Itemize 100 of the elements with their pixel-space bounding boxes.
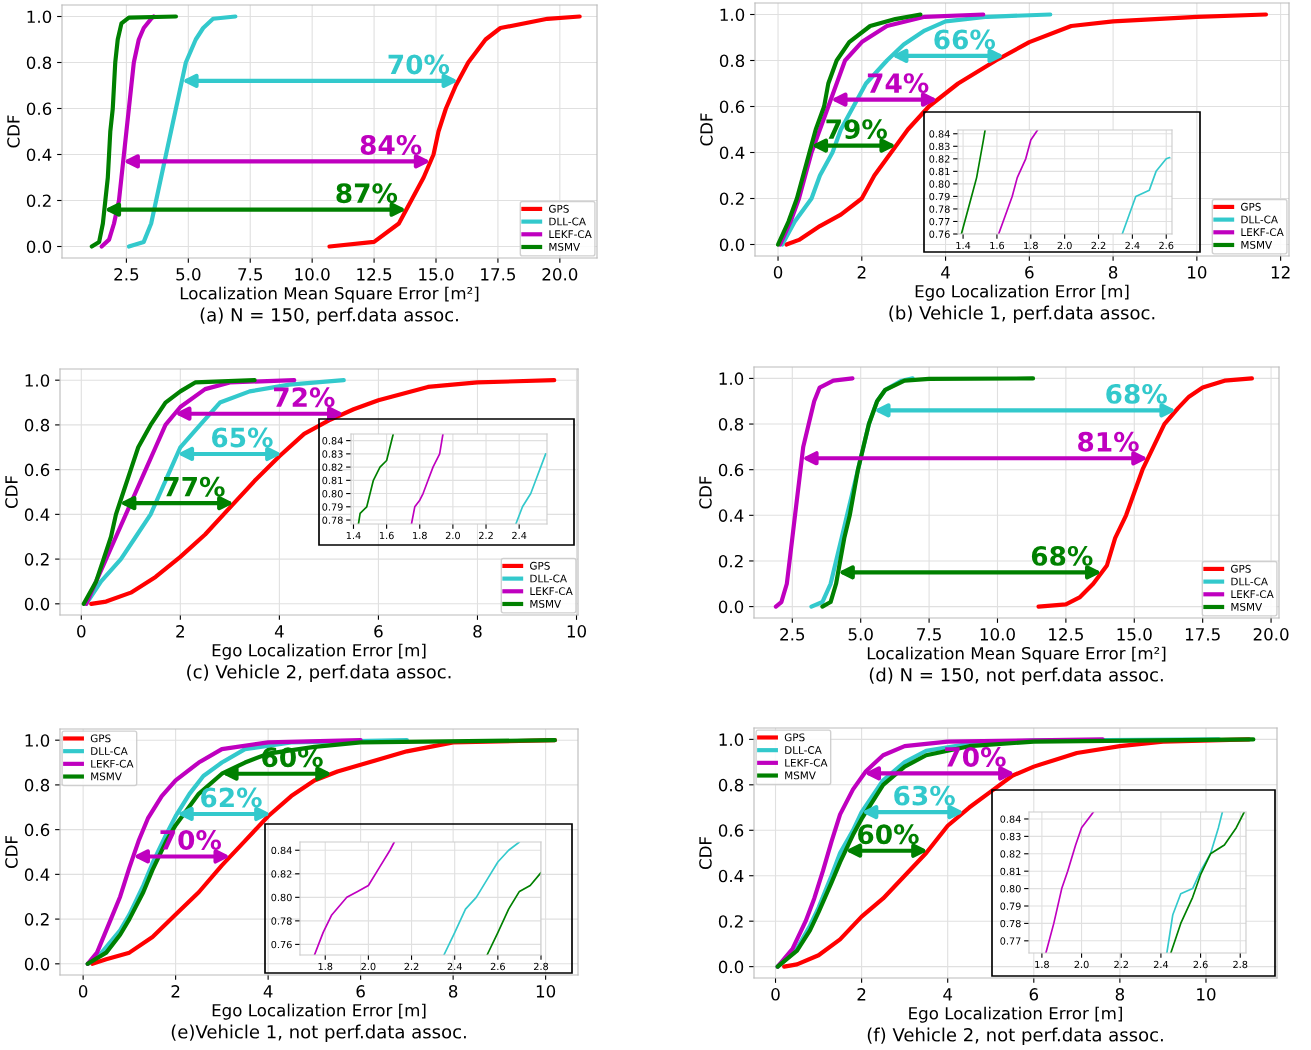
x-tick-label: 2.0 [1074, 960, 1089, 969]
y-tick-label: 0.83 [1000, 832, 1021, 841]
x-tick-label: 0 [77, 625, 86, 638]
line-series [997, 130, 1039, 234]
text: (e)Vehicle 1, not perf.data assoc. [171, 1024, 466, 1043]
x-axis-title: Ego Localization Error [m] [212, 1003, 426, 1020]
x-tick-label: 20.0 [1253, 628, 1289, 641]
y-axis-title: CDF [5, 835, 18, 869]
y-tick-label: 0.8 [24, 778, 50, 792]
y-tick-label: 0.4 [718, 869, 744, 883]
x-tick-label: 2.4 [512, 531, 527, 540]
y-tick-label: 0.6 [718, 463, 744, 477]
x-tick-label: 2.8 [1233, 960, 1248, 969]
x-tick-label: 0 [78, 985, 88, 998]
x-tick-label: 0 [773, 266, 783, 279]
x-tick-label: 1.4 [346, 531, 361, 540]
x-tick-label: 1.6 [990, 241, 1005, 250]
legend-label: GPS [530, 561, 550, 570]
x-tick-label: 2.2 [1114, 960, 1128, 969]
x-tick-label: 2.0 [1057, 241, 1072, 250]
y-tick-label: 0.80 [1000, 885, 1021, 893]
x-tick-label: 2.0 [445, 531, 460, 540]
y-tick-label: 0.4 [24, 868, 50, 881]
legend-label: DLL-CA [91, 747, 128, 755]
y-tick-label: 0.6 [24, 463, 50, 477]
x-tick-label: 0 [771, 988, 780, 1001]
y-tick-label: 1.0 [25, 374, 50, 387]
x-tick-label: 2.2 [1091, 241, 1106, 250]
legend-label: LEKF-CA [549, 230, 592, 239]
x-tick-label: 2.2 [479, 531, 493, 540]
y-tick-label: 0.8 [719, 54, 745, 68]
x-tick-label: 5.0 [848, 628, 873, 641]
x-tick-label: 6 [1025, 266, 1034, 279]
legend-label: GPS [1241, 202, 1261, 211]
y-axis-title: CDF [699, 836, 712, 870]
x-axis-title: Localization Mean Square Error [m²] [867, 646, 1166, 663]
x-tick-label: 2.6 [1193, 960, 1208, 969]
text: (b) Vehicle 1, perf.data assoc. [889, 305, 1155, 324]
y-tick-label: 0.2 [24, 913, 49, 926]
text: (d) N = 150, not perf.data assoc. [869, 667, 1163, 686]
legend-label: LEKF-CA [1231, 590, 1274, 599]
y-tick-label: 0.82 [322, 463, 343, 471]
x-tick-label: 17.5 [1185, 628, 1220, 641]
y-tick-label: 0.78 [929, 205, 950, 213]
y-tick-label: 1.0 [27, 10, 52, 24]
y-tick-label: 0.84 [929, 130, 950, 138]
text: (c) Vehicle 2, perf.data assoc. [187, 664, 451, 683]
annotation: 63% [894, 785, 955, 806]
text: (a) N = 150, perf.data assoc. [200, 307, 458, 326]
x-tick-label: 20.0 [542, 268, 578, 281]
legend-label: DLL-CA [549, 217, 586, 226]
y-tick-label: 0.2 [26, 194, 51, 208]
x-tick-label: 6 [356, 985, 365, 998]
y-tick-label: 0.8 [26, 56, 52, 70]
x-tick-label: 1.8 [1035, 960, 1049, 969]
x-tick-label: 2 [857, 988, 866, 1001]
y-tick-label: 0.2 [719, 192, 744, 206]
x-tick-label: 12.5 [1049, 628, 1083, 641]
legend-label: LEKF-CA [91, 759, 134, 768]
y-tick-label: 0.0 [24, 597, 50, 611]
x-tick-label: 10 [567, 625, 587, 638]
x-tick-label: 15.0 [419, 268, 454, 281]
y-tick-label: 0.0 [718, 960, 744, 974]
legend-label: LEKF-CA [530, 587, 573, 596]
x-tick-label: 4 [274, 625, 284, 638]
x-tick-label: 2.6 [490, 962, 505, 971]
line-series [89, 14, 179, 249]
y-tick-label: 1.0 [720, 8, 745, 22]
x-tick-label: 1.8 [413, 531, 427, 540]
line-series [773, 376, 855, 609]
x-tick-label: 2.2 [404, 962, 419, 971]
text: (f) Vehicle 2, not perf.data assoc. [867, 1027, 1163, 1046]
y-tick-label: 0.4 [24, 508, 50, 521]
y-tick-label: 0.4 [719, 146, 745, 160]
annotation: 68% [1031, 545, 1093, 566]
y-tick-label: 0.80 [929, 180, 950, 188]
y-tick-label: 0.84 [322, 437, 343, 445]
legend-label: MSMV [785, 771, 816, 780]
x-tick-label: 10 [536, 985, 556, 998]
y-tick-label: 0.4 [718, 509, 744, 522]
annotation: 68% [1106, 383, 1167, 404]
x-tick-label: 1.8 [318, 962, 333, 971]
y-tick-label: 0.80 [271, 893, 292, 902]
x-tick-label: 10.0 [295, 268, 330, 281]
y-tick-label: 0.0 [24, 957, 50, 971]
x-tick-label: 6 [374, 625, 383, 638]
x-tick-label: 2.8 [533, 962, 549, 971]
y-tick-label: 0.79 [929, 192, 950, 201]
legend-label: DLL-CA [1231, 577, 1268, 586]
x-tick-label: 5.0 [176, 268, 201, 281]
y-tick-label: 0.80 [322, 490, 343, 498]
x-tick-label: 10 [1197, 988, 1216, 1001]
y-tick-label: 1.0 [25, 734, 50, 747]
line-series [357, 434, 395, 524]
x-tick-label: 2 [857, 266, 866, 279]
y-tick-label: 0.78 [1000, 919, 1021, 928]
x-tick-label: 1.4 [956, 241, 971, 250]
legend-label: GPS [90, 734, 111, 743]
x-tick-label: 6 [1029, 988, 1039, 1001]
y-tick-label: 0.77 [1000, 937, 1021, 945]
